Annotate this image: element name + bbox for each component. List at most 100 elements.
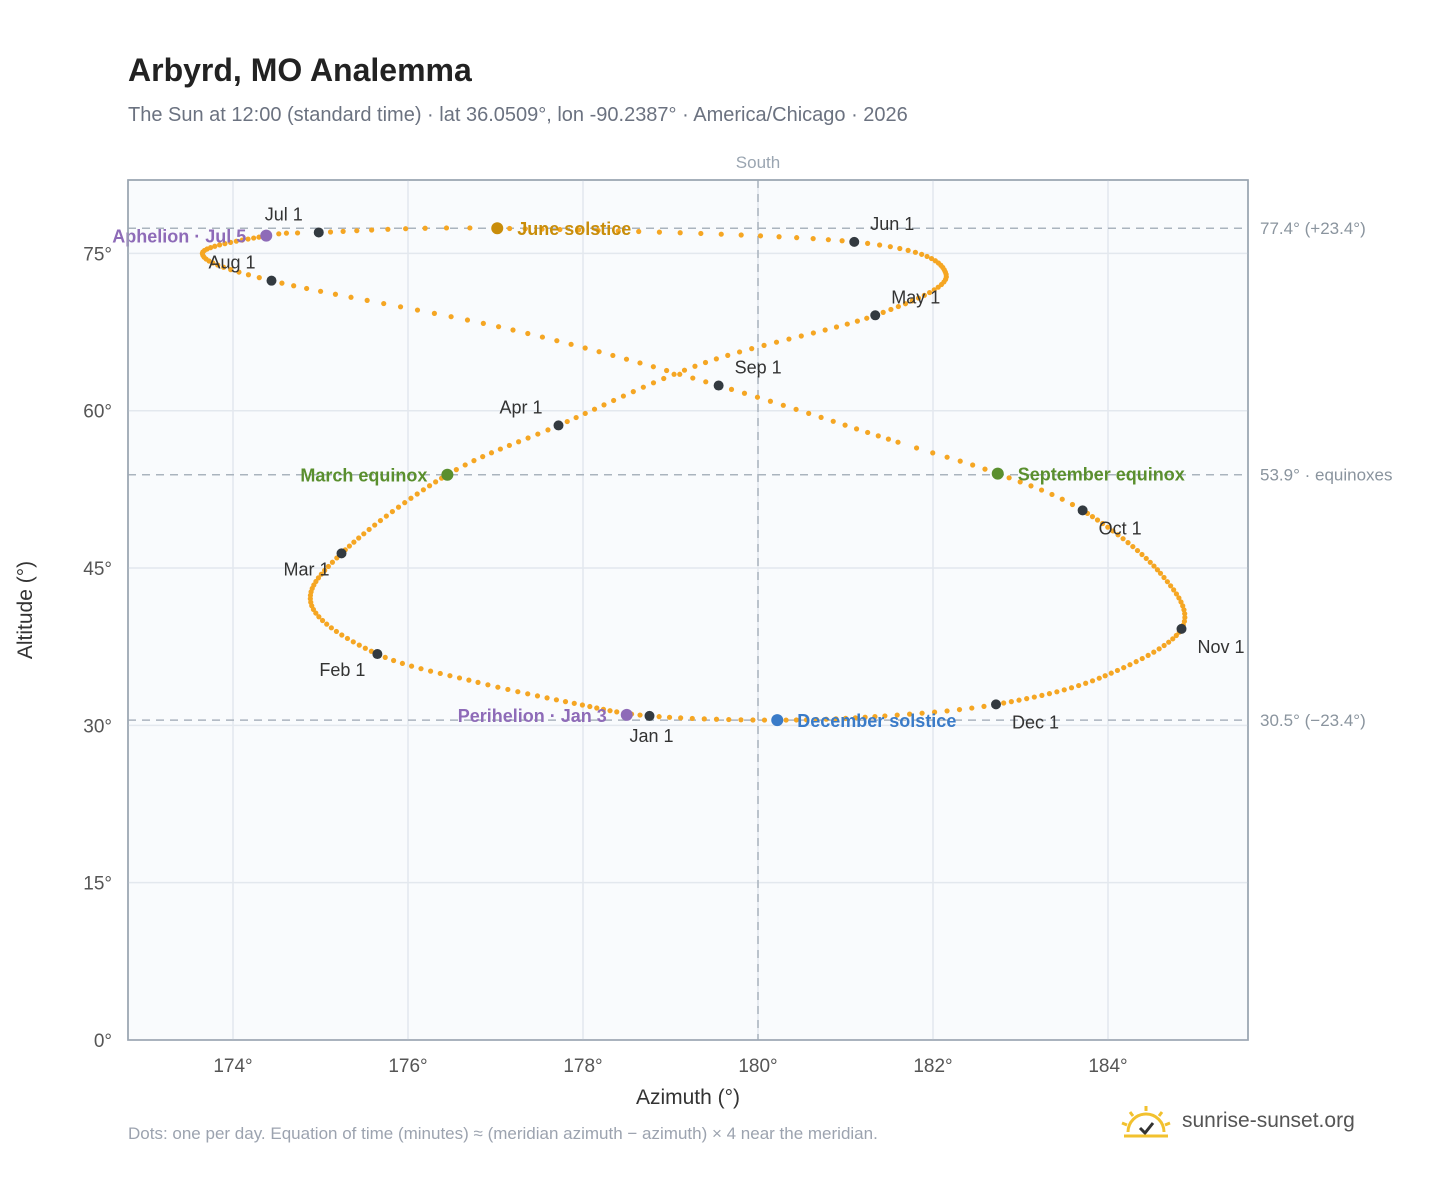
daily-sun-dot (1182, 611, 1188, 617)
daily-sun-dot (749, 346, 755, 352)
brand[interactable]: sunrise-sunset.org (1120, 1104, 1355, 1138)
daily-sun-dot (650, 364, 656, 370)
daily-sun-dot (403, 226, 409, 232)
daily-sun-dot (582, 410, 588, 417)
daily-sun-dot (414, 491, 420, 497)
month-marker-label: Jan 1 (630, 726, 674, 746)
daily-sun-dot (803, 717, 810, 723)
daily-sun-dot (495, 684, 501, 690)
daily-sun-dot (932, 258, 938, 264)
daily-sun-dot (919, 251, 925, 257)
month-marker (991, 699, 1001, 710)
daily-sun-dot (885, 436, 892, 442)
daily-sun-dot (930, 450, 936, 456)
month-marker (553, 420, 564, 431)
event-label: December solstice (797, 711, 956, 731)
daily-sun-dot (1089, 678, 1096, 684)
daily-sun-dot (921, 292, 927, 298)
daily-sun-dot (389, 508, 395, 515)
daily-sun-dot (1039, 692, 1045, 698)
daily-sun-dot (399, 660, 406, 667)
daily-sun-dot (433, 479, 439, 485)
daily-sun-dot (757, 233, 764, 239)
daily-sun-dot (726, 716, 732, 723)
daily-sun-dot (422, 225, 428, 231)
daily-sun-dot (340, 228, 346, 234)
daily-sun-dot (362, 645, 368, 651)
month-marker (644, 710, 655, 721)
month-marker-label: Apr 1 (499, 397, 542, 417)
daily-sun-dot (806, 410, 812, 416)
daily-sun-dot (1151, 563, 1157, 569)
event-marker (771, 714, 784, 727)
daily-sun-dot (591, 406, 598, 412)
daily-sun-dot (793, 406, 799, 412)
daily-sun-dot (587, 703, 593, 710)
daily-sun-dot (600, 706, 607, 712)
daily-sun-dot (573, 414, 579, 421)
month-marker-label: Oct 1 (1099, 518, 1142, 538)
daily-sun-dot (507, 225, 513, 232)
event-label: September equinox (1018, 465, 1185, 485)
daily-sun-dot (596, 349, 602, 355)
daily-sun-dot (294, 230, 301, 236)
daily-sun-dot (915, 295, 922, 301)
daily-sun-dot (1046, 691, 1053, 697)
daily-sun-dot (703, 379, 709, 385)
daily-sun-dot (1059, 496, 1065, 502)
daily-sun-dot (783, 717, 789, 723)
daily-sun-dot (369, 227, 375, 233)
daily-sun-dot (1157, 570, 1164, 576)
daily-sun-dot (304, 285, 310, 292)
daily-sun-dot (713, 716, 720, 722)
daily-sun-dot (279, 280, 285, 286)
daily-sun-dot (1173, 632, 1179, 639)
daily-sun-dot (798, 333, 804, 339)
daily-sun-dot (957, 458, 963, 464)
daily-sun-dot (579, 702, 585, 708)
brand-name[interactable]: sunrise-sunset.org (1182, 1109, 1355, 1132)
daily-sun-dot (564, 418, 570, 425)
daily-sun-dot (1147, 559, 1153, 565)
daily-sun-dot (842, 422, 848, 428)
daily-sun-dot (545, 427, 551, 433)
daily-sun-dot (525, 330, 531, 337)
daily-sun-dot (377, 517, 384, 524)
daily-sun-dot (1031, 694, 1037, 700)
daily-sun-dot (913, 445, 920, 451)
daily-sun-dot (1068, 685, 1075, 691)
daily-sun-dot (344, 635, 351, 642)
daily-sun-dot (611, 397, 617, 404)
event-marker (441, 468, 454, 481)
daily-sun-dot (471, 458, 477, 464)
month-marker-label: Sep 1 (735, 358, 782, 378)
daily-sun-dot (245, 272, 252, 278)
daily-sun-dot (650, 380, 657, 386)
daily-sun-dot (324, 621, 330, 627)
daily-sun-dot (630, 389, 636, 395)
y-tick-label: 0° (94, 1031, 112, 1052)
daily-sun-dot (830, 418, 836, 424)
month-marker-label: Aug 1 (208, 253, 255, 273)
month-marker-label: Mar 1 (283, 559, 329, 579)
daily-sun-dot (902, 301, 909, 307)
daily-sun-dot (1028, 483, 1034, 489)
daily-sun-dot (1008, 699, 1014, 705)
daily-sun-dot (544, 695, 550, 701)
daily-sun-dot (351, 539, 357, 545)
event-label: Aphelion · Jul 5 (112, 227, 246, 247)
daily-sun-dot (1016, 697, 1022, 703)
event-label: Perihelion · Jan 3 (458, 706, 607, 726)
daily-sun-dot (316, 614, 322, 620)
daily-sun-dot (637, 360, 643, 366)
daily-sun-dot (689, 715, 695, 722)
daily-sun-dot (736, 349, 743, 355)
daily-sun-dot (681, 367, 688, 373)
daily-sun-dot (1089, 514, 1096, 520)
month-marker-label: Feb 1 (319, 660, 365, 680)
daily-sun-dot (956, 706, 963, 713)
daily-sun-dot (1105, 524, 1111, 530)
daily-sun-dot (381, 300, 387, 307)
y-tick-label: 30° (83, 716, 112, 737)
